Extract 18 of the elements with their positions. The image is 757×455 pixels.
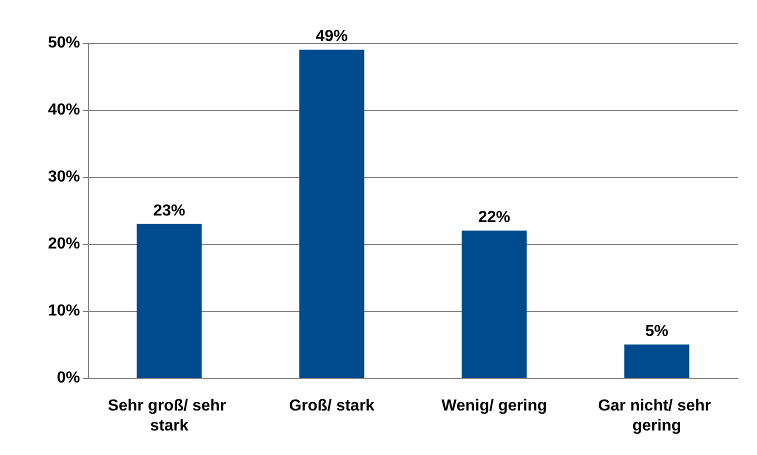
y-tick-label: 30%	[48, 168, 80, 186]
bar	[299, 50, 364, 378]
x-tick-label: Wenig/ gering	[442, 398, 547, 414]
data-label: 22%	[478, 209, 510, 226]
x-tick-label: Gar nicht/ sehr gering	[598, 398, 716, 434]
y-tick-label: 40%	[48, 102, 80, 118]
data-label: 49%	[316, 28, 348, 46]
bar	[462, 230, 527, 378]
bar	[136, 224, 202, 378]
y-tick-label: 10%	[48, 302, 80, 320]
y-tick-label: 50%	[48, 34, 80, 52]
x-tick-label: Groß/ stark	[289, 398, 375, 414]
data-label: 5%	[645, 323, 668, 340]
y-tick-label: 0%	[56, 370, 80, 386]
x-tick-label: Sehr groß/ sehr stark	[108, 398, 231, 434]
data-label: 23%	[153, 202, 186, 220]
bar	[624, 344, 690, 378]
y-tick-label: 20%	[48, 236, 80, 252]
